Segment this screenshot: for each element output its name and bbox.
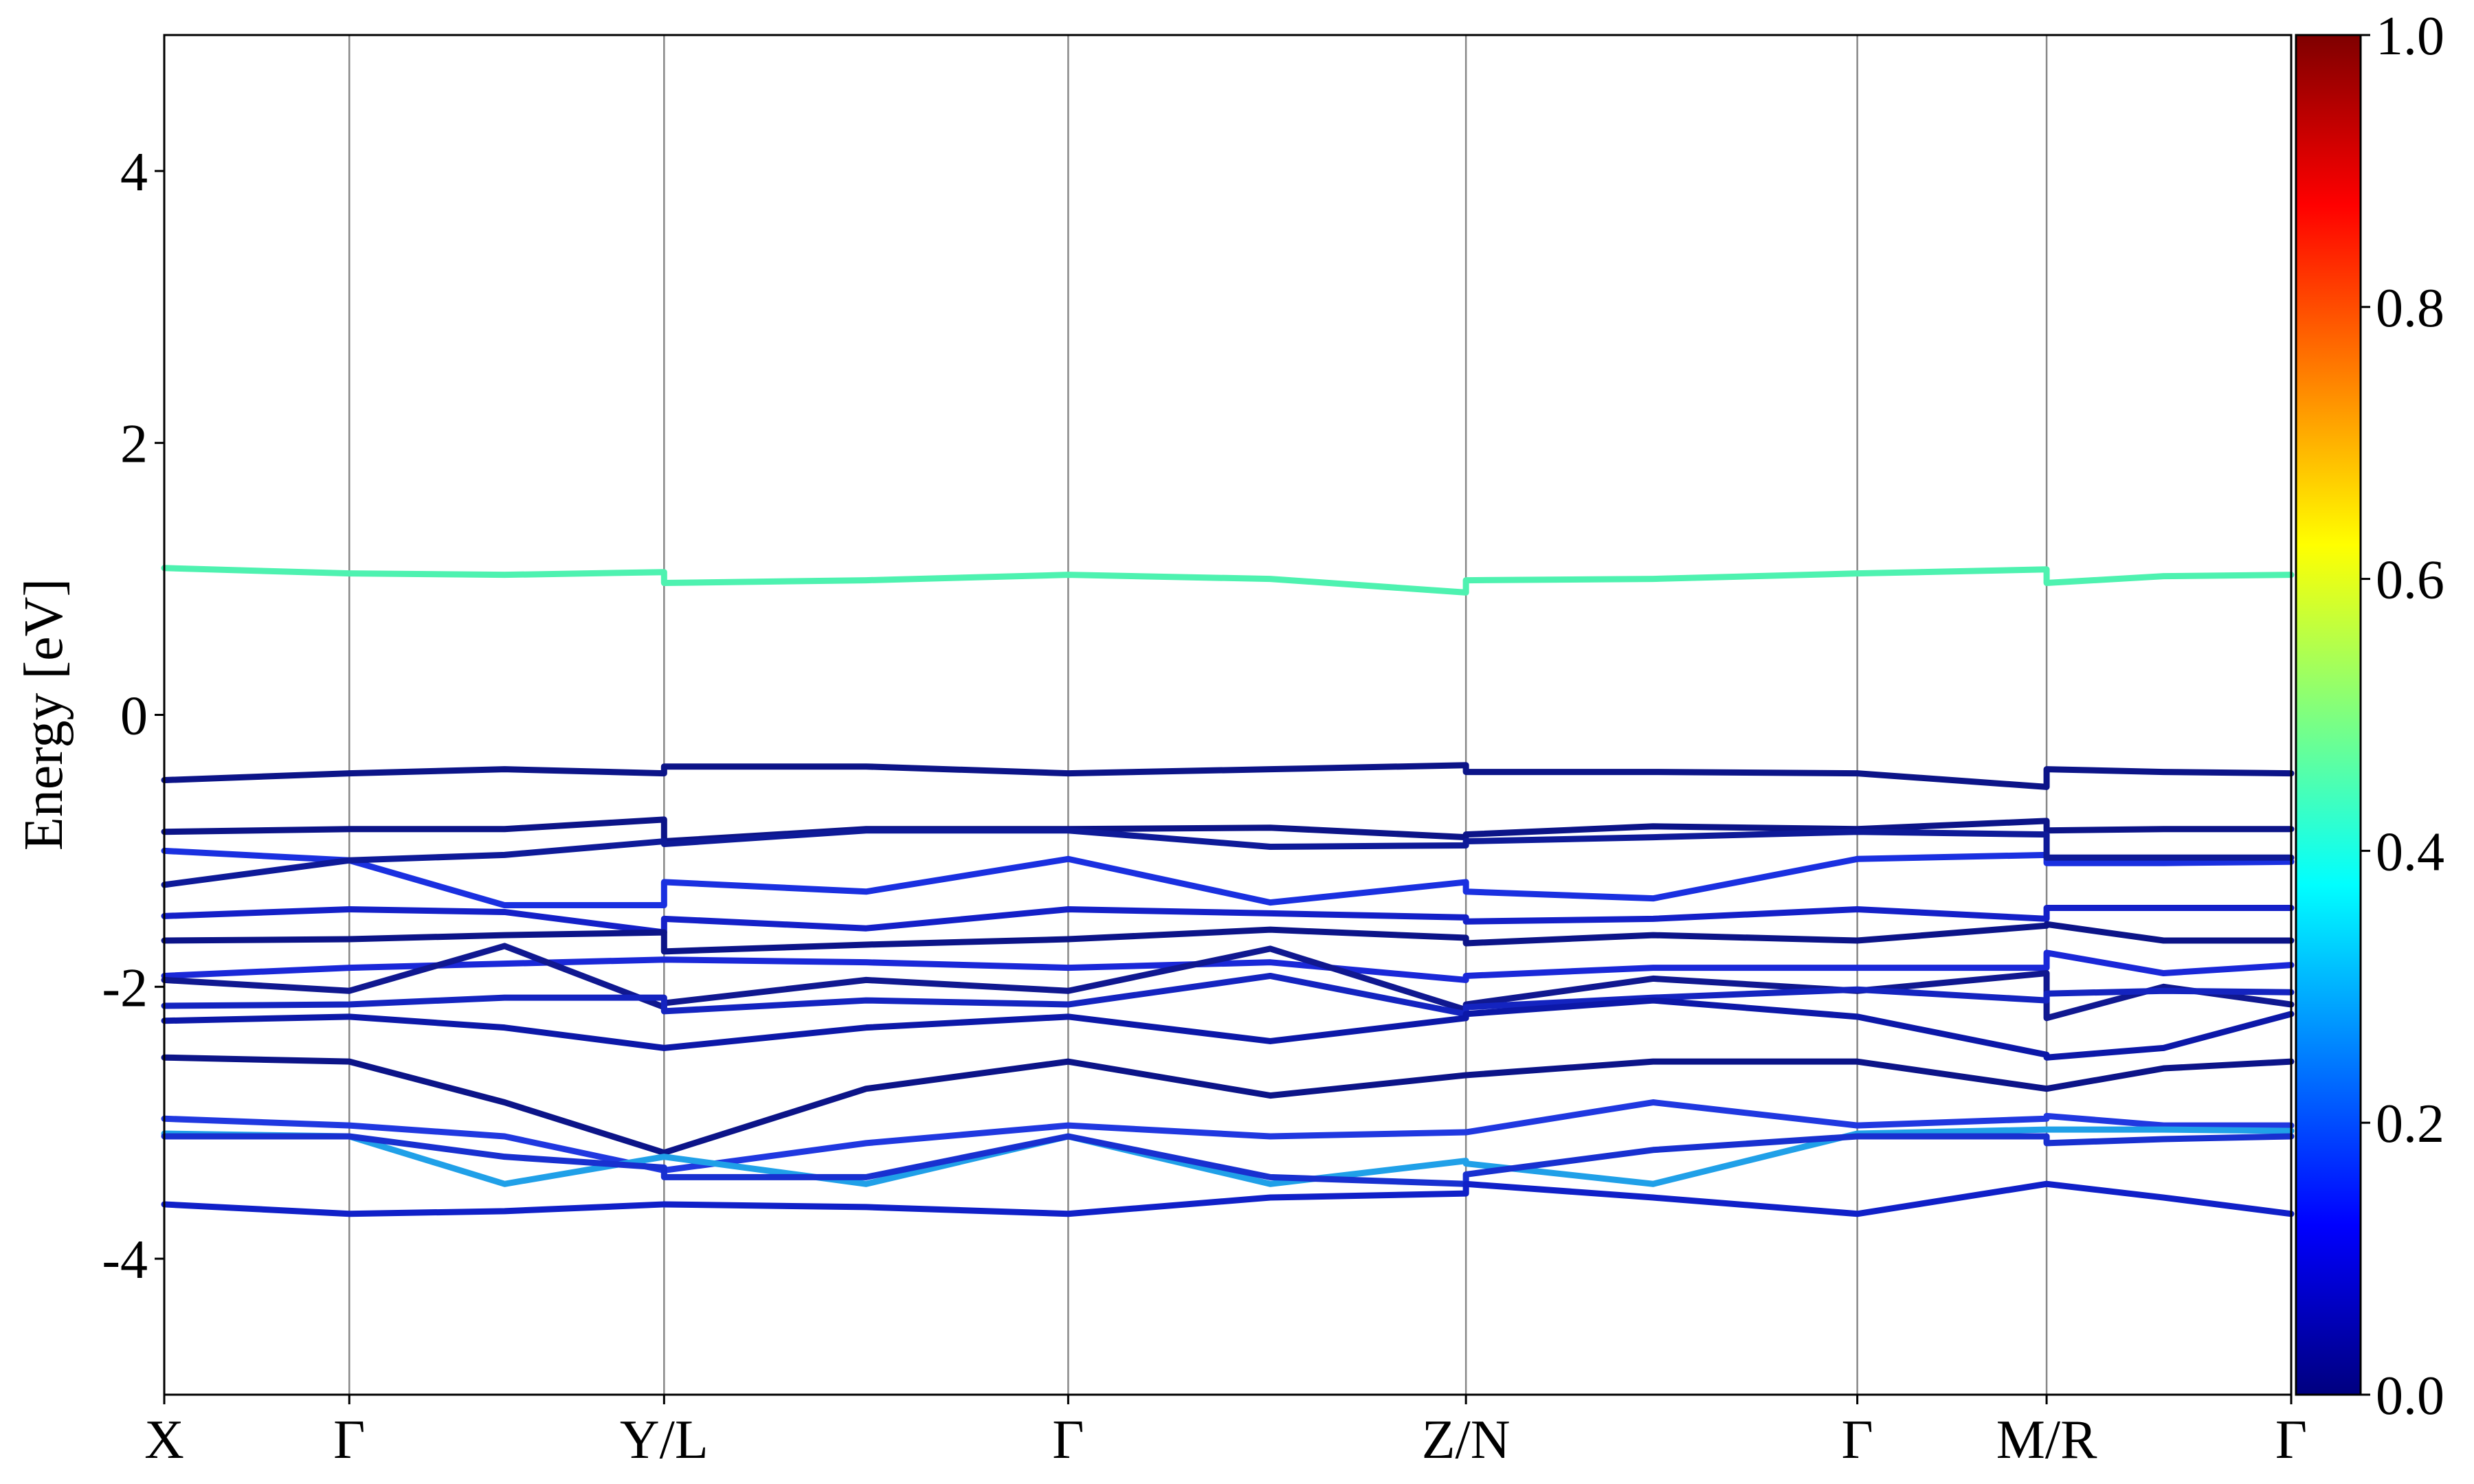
y-tick-label: 4 (120, 142, 148, 203)
x-tick-label: Γ (1841, 1410, 1873, 1470)
y-axis-label: Energy [eV] (14, 578, 74, 851)
band-line (161, 905, 2295, 936)
x-tick-label: Z/N (1422, 1410, 1511, 1470)
band-line (161, 972, 2295, 1018)
x-tick-label: Γ (1052, 1410, 1084, 1470)
x-tick-label: M/R (1996, 1410, 2097, 1470)
x-tick-label: Γ (2275, 1410, 2307, 1470)
colorbar-tick-label: 0.6 (2376, 550, 2444, 611)
band-line (161, 1054, 2295, 1156)
band-line (161, 847, 2295, 909)
y-tick-label: 2 (120, 414, 148, 475)
x-tick-label: Y/L (620, 1410, 709, 1470)
band-line (161, 997, 2295, 1061)
band-line (161, 816, 2295, 845)
band-line (161, 1180, 2295, 1217)
band-line (161, 1133, 2295, 1187)
colorbar-tick-label: 0.0 (2376, 1366, 2444, 1426)
band-line (161, 827, 2295, 888)
y-tick-label: 0 (120, 686, 148, 747)
band-line (161, 565, 2295, 596)
x-tick-label: X (144, 1410, 184, 1470)
band-line (161, 949, 2295, 983)
colorbar-tick-label: 0.4 (2376, 822, 2444, 882)
band-line (161, 762, 2295, 790)
band-line (161, 921, 2295, 955)
plot-frame (163, 34, 2293, 1396)
y-tick-label: -4 (102, 1230, 148, 1290)
colorbar-tick-label: 1.0 (2376, 6, 2444, 67)
y-tick-label: -2 (102, 958, 148, 1018)
x-tick-label: Γ (333, 1410, 365, 1470)
colorbar-tick-label: 0.8 (2376, 278, 2444, 339)
band-line (161, 1099, 2295, 1173)
colorbar-tick-label: 0.2 (2376, 1094, 2444, 1154)
band-line (161, 1126, 2295, 1187)
colorbar (2295, 34, 2362, 1396)
